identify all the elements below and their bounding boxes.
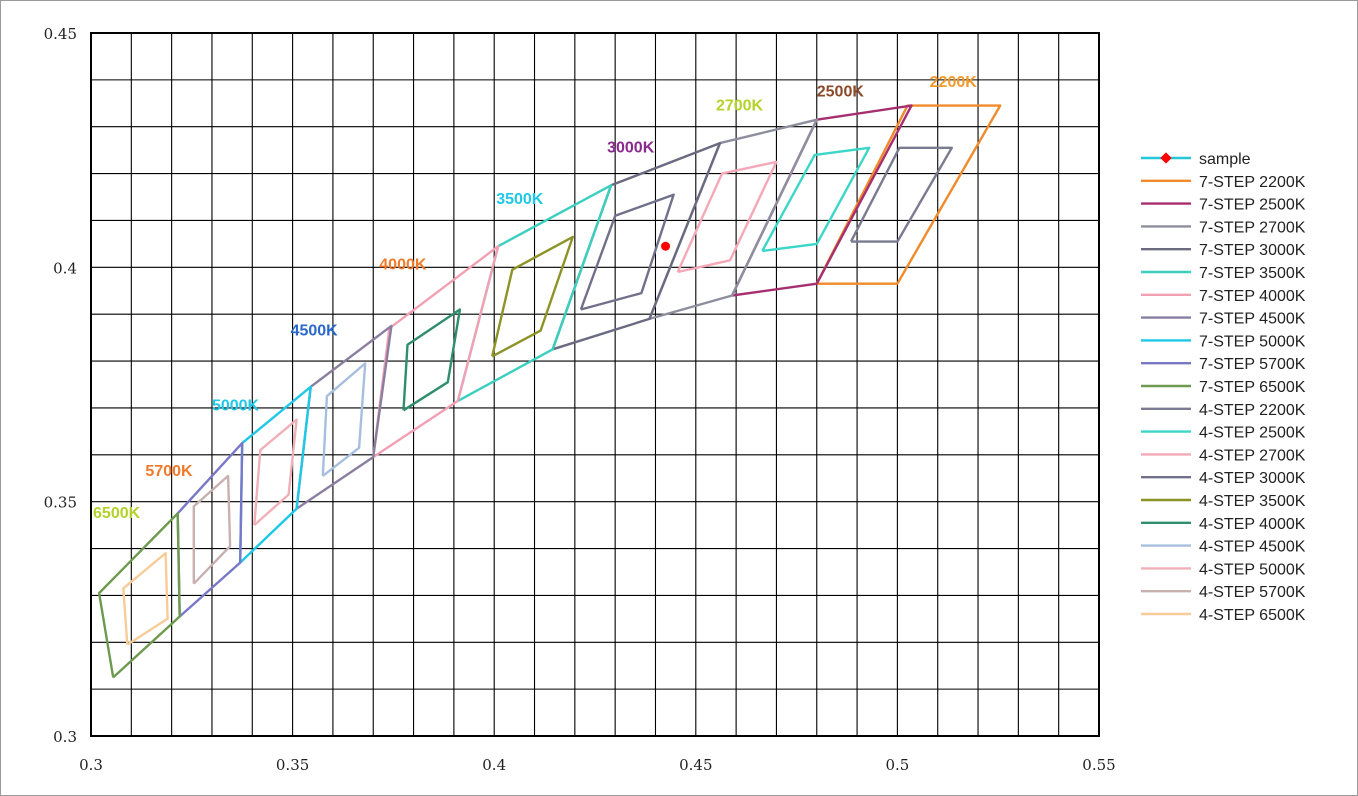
series-line-4-step-4500k	[321, 362, 367, 477]
annotation-label: 5000K	[212, 397, 260, 414]
legend-label: 7-STEP 2700K	[1199, 219, 1306, 236]
series-line-7-step-6500k	[97, 512, 181, 679]
legend-sample-marker	[1160, 152, 1172, 164]
x-tick-label: 0.4	[482, 756, 506, 774]
series-line-4-step-3000k	[579, 193, 675, 311]
legend-label: 7-STEP 4500K	[1199, 311, 1306, 328]
legend-label: sample	[1199, 151, 1251, 168]
sample-point	[661, 241, 671, 251]
y-tick-label: 0.4	[53, 259, 77, 277]
legend-label: 7-STEP 3500K	[1199, 265, 1306, 282]
x-tick-label: 0.5	[885, 756, 909, 774]
x-tick-label: 0.45	[679, 756, 712, 774]
legend-label: 7-STEP 2500K	[1199, 197, 1306, 214]
series-line-4-step-4000k	[402, 308, 462, 412]
series-line-4-step-2200k	[849, 146, 953, 243]
legend-label: 7-STEP 5000K	[1199, 333, 1306, 350]
annotation-label: 5700K	[145, 463, 193, 480]
legend-label: 4-STEP 2200K	[1199, 402, 1306, 419]
y-tick-label: 0.45	[44, 25, 77, 43]
legend-label: 7-STEP 5700K	[1199, 356, 1306, 373]
annotation-label: 4500K	[291, 322, 339, 339]
legend-label: 7-STEP 2200K	[1199, 174, 1306, 191]
axes: 0.3 0.35 0.4 0.45 0.5 0.55 0.3 0.35 0.4 0.45	[44, 25, 1116, 774]
series-line-4-step-2500k	[761, 146, 871, 253]
annotation-label: 3500K	[496, 191, 544, 208]
series-line-4-step-2700k	[676, 160, 778, 274]
legend-label: 7-STEP 6500K	[1199, 379, 1306, 396]
series-line-7-step-4000k	[372, 244, 500, 459]
grid	[90, 32, 1100, 737]
series-line-4-step-6500k	[122, 552, 169, 646]
x-tick-label: 0.55	[1082, 756, 1115, 774]
legend-label: 7-STEP 4000K	[1199, 288, 1306, 305]
annotation-label: 2500K	[817, 83, 865, 100]
annotation-group: 2200K 2500K 2700K 3000K 3500K 4000K 4500K 5000K…	[93, 74, 977, 522]
annotation-label: 2700K	[716, 97, 764, 114]
y-tick-label: 0.3	[53, 728, 77, 746]
series-line-7-step-2700k	[648, 118, 818, 321]
legend-label: 4-STEP 4000K	[1199, 516, 1306, 533]
y-tick-label: 0.35	[44, 494, 77, 512]
series-line-4-step-5000k	[253, 418, 298, 526]
legend: sample 7-STEP 2200K 7-STEP 2500K 7-STEP 270…	[1141, 151, 1306, 624]
annotation-label: 6500K	[93, 505, 141, 522]
annotation-label: 4000K	[379, 257, 427, 274]
plot-area-border	[90, 32, 1100, 737]
annotation-label: 2200K	[930, 74, 978, 91]
legend-label: 4-STEP 2500K	[1199, 425, 1306, 442]
legend-label: 4-STEP 3000K	[1199, 470, 1306, 487]
series-line-7-step-2200k	[815, 104, 1002, 285]
legend-label: 4-STEP 6500K	[1199, 607, 1306, 624]
x-tick-label: 0.35	[276, 756, 309, 774]
series-group	[97, 104, 1002, 679]
legend-label: 4-STEP 5700K	[1199, 584, 1306, 601]
legend-label: 4-STEP 3500K	[1199, 493, 1306, 510]
series-line-4-step-5700k	[192, 474, 232, 585]
legend-label: 4-STEP 2700K	[1199, 447, 1306, 464]
legend-label: 4-STEP 5000K	[1199, 561, 1306, 578]
x-tick-label: 0.3	[79, 756, 103, 774]
legend-label: 4-STEP 4500K	[1199, 539, 1306, 556]
series-line-4-step-3500k	[491, 235, 574, 358]
annotation-label: 3000K	[607, 140, 655, 157]
legend-label: 7-STEP 3000K	[1199, 242, 1306, 259]
